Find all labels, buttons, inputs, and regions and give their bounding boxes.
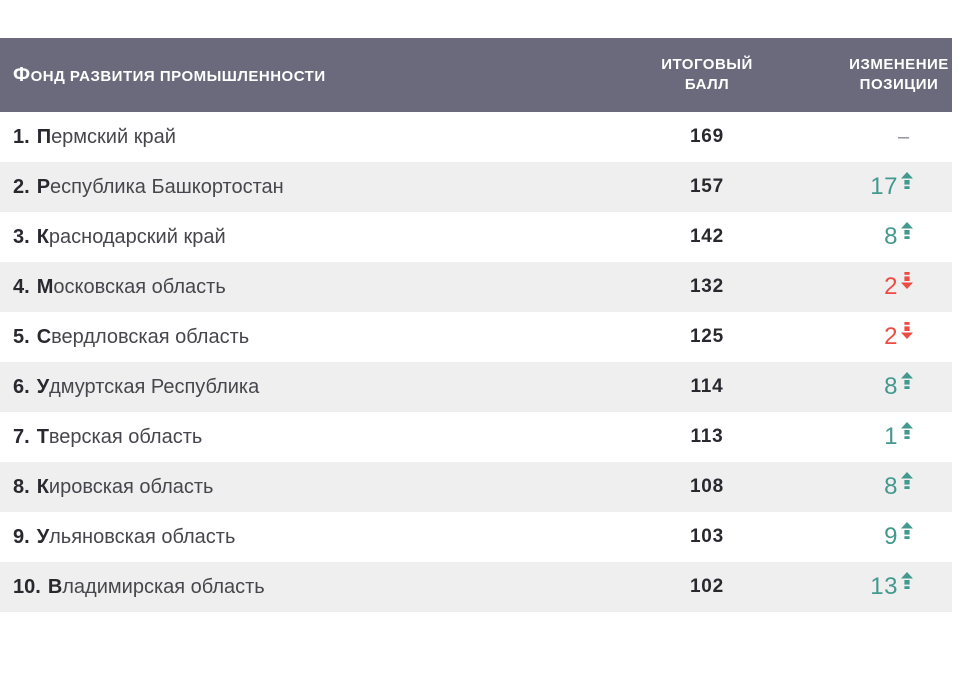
rank-label: 5.: [13, 325, 30, 348]
position-change-value: 8: [884, 473, 898, 500]
position-change-cell: 13 –: [792, 568, 952, 606]
region-cell: 10. Владимирская область: [0, 576, 622, 599]
score-value: 157: [689, 176, 725, 197]
arrow-up-icon: [901, 372, 913, 389]
region-name: Пермский край: [36, 125, 176, 148]
rank-label: 2.: [13, 175, 30, 198]
region-cell: 3. Краснодарский край: [0, 226, 622, 249]
region-cell: 6. Удмуртская Республика: [0, 376, 622, 399]
region-name: Свердловская область: [36, 325, 250, 348]
position-change-value: 8: [884, 373, 898, 400]
position-change-value: 8: [884, 223, 898, 250]
region-name: Кировская область: [36, 475, 214, 498]
arrow-down-icon: [901, 322, 913, 339]
score-value: 102: [689, 576, 725, 597]
header-score-column: ИТОГОВЫЙ БАЛЛ: [622, 55, 792, 96]
position-change-indicator: –: [898, 318, 914, 356]
arrow-up-icon: [901, 222, 913, 239]
position-change-value: 9: [884, 523, 898, 550]
position-change-cell: –: [792, 118, 952, 156]
table-row: 8. Кировская область 108 8 –: [0, 462, 952, 512]
table-row: 10. Владимирская область 102 13 –: [0, 562, 952, 612]
position-change-cell: 2 –: [792, 268, 952, 306]
position-change-value: 17: [870, 173, 898, 200]
table-row: 3. Краснодарский край 142 8 –: [0, 212, 952, 262]
position-change-cell: 8 –: [792, 368, 952, 406]
region-cell: 1. Пермский край: [0, 126, 622, 149]
header-title-column: Фонд развития промышленности: [0, 64, 622, 87]
region-cell: 4. Московская область: [0, 276, 622, 299]
table-body: 1. Пермский край 169 – 2. Республика Башко…: [0, 112, 952, 612]
position-change-value: 2: [884, 323, 898, 350]
rank-label: 9.: [13, 525, 30, 548]
table-row: 7. Тверская область 113 1 –: [0, 412, 952, 462]
region-name: Московская область: [36, 275, 226, 298]
rank-label: 8.: [13, 475, 30, 498]
score-value: 169: [689, 126, 725, 147]
region-name: Владимирская область: [47, 575, 265, 598]
score-value: 108: [689, 476, 725, 497]
region-cell: 2. Республика Башкортостан: [0, 176, 622, 199]
position-change-value: 1: [884, 423, 898, 450]
position-change-indicator: –: [898, 368, 914, 406]
position-change-indicator: –: [898, 218, 914, 256]
rank-label: 4.: [13, 275, 30, 298]
rank-label: 10.: [13, 575, 41, 598]
region-cell: 5. Свердловская область: [0, 326, 622, 349]
rank-label: 1.: [13, 125, 30, 148]
position-change-indicator: –: [898, 468, 914, 506]
position-change-cell: 9 –: [792, 518, 952, 556]
score-value: 113: [690, 426, 724, 447]
table-header: Фонд развития промышленности ИТОГОВЫЙ БА…: [0, 38, 952, 112]
region-cell: 8. Кировская область: [0, 476, 622, 499]
position-change-value: 2: [884, 273, 898, 300]
change-column-label: ИЗМЕНЕНИЕ ПОЗИЦИИ: [849, 55, 949, 93]
table-row: 4. Московская область 132 2 –: [0, 262, 952, 312]
table-row: 9. Ульяновская область 103 9 –: [0, 512, 952, 562]
table-row: 6. Удмуртская Республика 114 8 –: [0, 362, 952, 412]
arrow-up-icon: [901, 472, 913, 489]
header-change-column: ИЗМЕНЕНИЕ ПОЗИЦИИ: [792, 55, 952, 96]
region-cell: 9. Ульяновская область: [0, 526, 622, 549]
position-change-cell: 8 –: [792, 218, 952, 256]
region-name: Ульяновская область: [36, 525, 236, 548]
score-value: 142: [689, 226, 725, 247]
position-change-indicator: –: [898, 418, 914, 456]
arrow-up-icon: [901, 422, 913, 439]
position-change-indicator: –: [898, 168, 914, 206]
table-row: 5. Свердловская область 125 2 –: [0, 312, 952, 362]
rank-label: 6.: [13, 375, 30, 398]
rank-label: 7.: [13, 425, 30, 448]
region-name: Республика Башкортостан: [36, 175, 284, 198]
arrow-up-icon: [901, 522, 913, 539]
score-value: 114: [690, 376, 724, 397]
ranking-table: Фонд развития промышленности ИТОГОВЫЙ БА…: [0, 38, 952, 612]
position-change-cell: 8 –: [792, 468, 952, 506]
arrow-down-icon: [901, 272, 913, 289]
region-name: Краснодарский край: [36, 225, 226, 248]
region-name: Тверская область: [36, 425, 203, 448]
score-value: 103: [689, 526, 725, 547]
position-change-indicator: –: [898, 268, 914, 306]
position-change-indicator: –: [898, 568, 914, 606]
region-name: Удмуртская Республика: [36, 375, 260, 398]
position-change-value: 13: [870, 573, 898, 600]
position-change-cell: 17 –: [792, 168, 952, 206]
region-cell: 7. Тверская область: [0, 426, 622, 449]
position-change-indicator: –: [898, 118, 914, 156]
no-change-dash: –: [898, 126, 910, 148]
position-change-cell: 2 –: [792, 318, 952, 356]
arrow-up-icon: [901, 572, 913, 589]
table-row: 1. Пермский край 169 –: [0, 112, 952, 162]
score-value: 125: [689, 326, 725, 347]
position-change-cell: 1 –: [792, 418, 952, 456]
position-change-indicator: –: [898, 518, 914, 556]
arrow-up-icon: [901, 172, 913, 189]
rank-label: 3.: [13, 225, 30, 248]
score-value: 132: [689, 276, 725, 297]
table-row: 2. Республика Башкортостан 157 17 –: [0, 162, 952, 212]
table-title: Фонд развития промышленности: [13, 63, 326, 86]
score-column-label: ИТОГОВЫЙ БАЛЛ: [661, 55, 753, 93]
